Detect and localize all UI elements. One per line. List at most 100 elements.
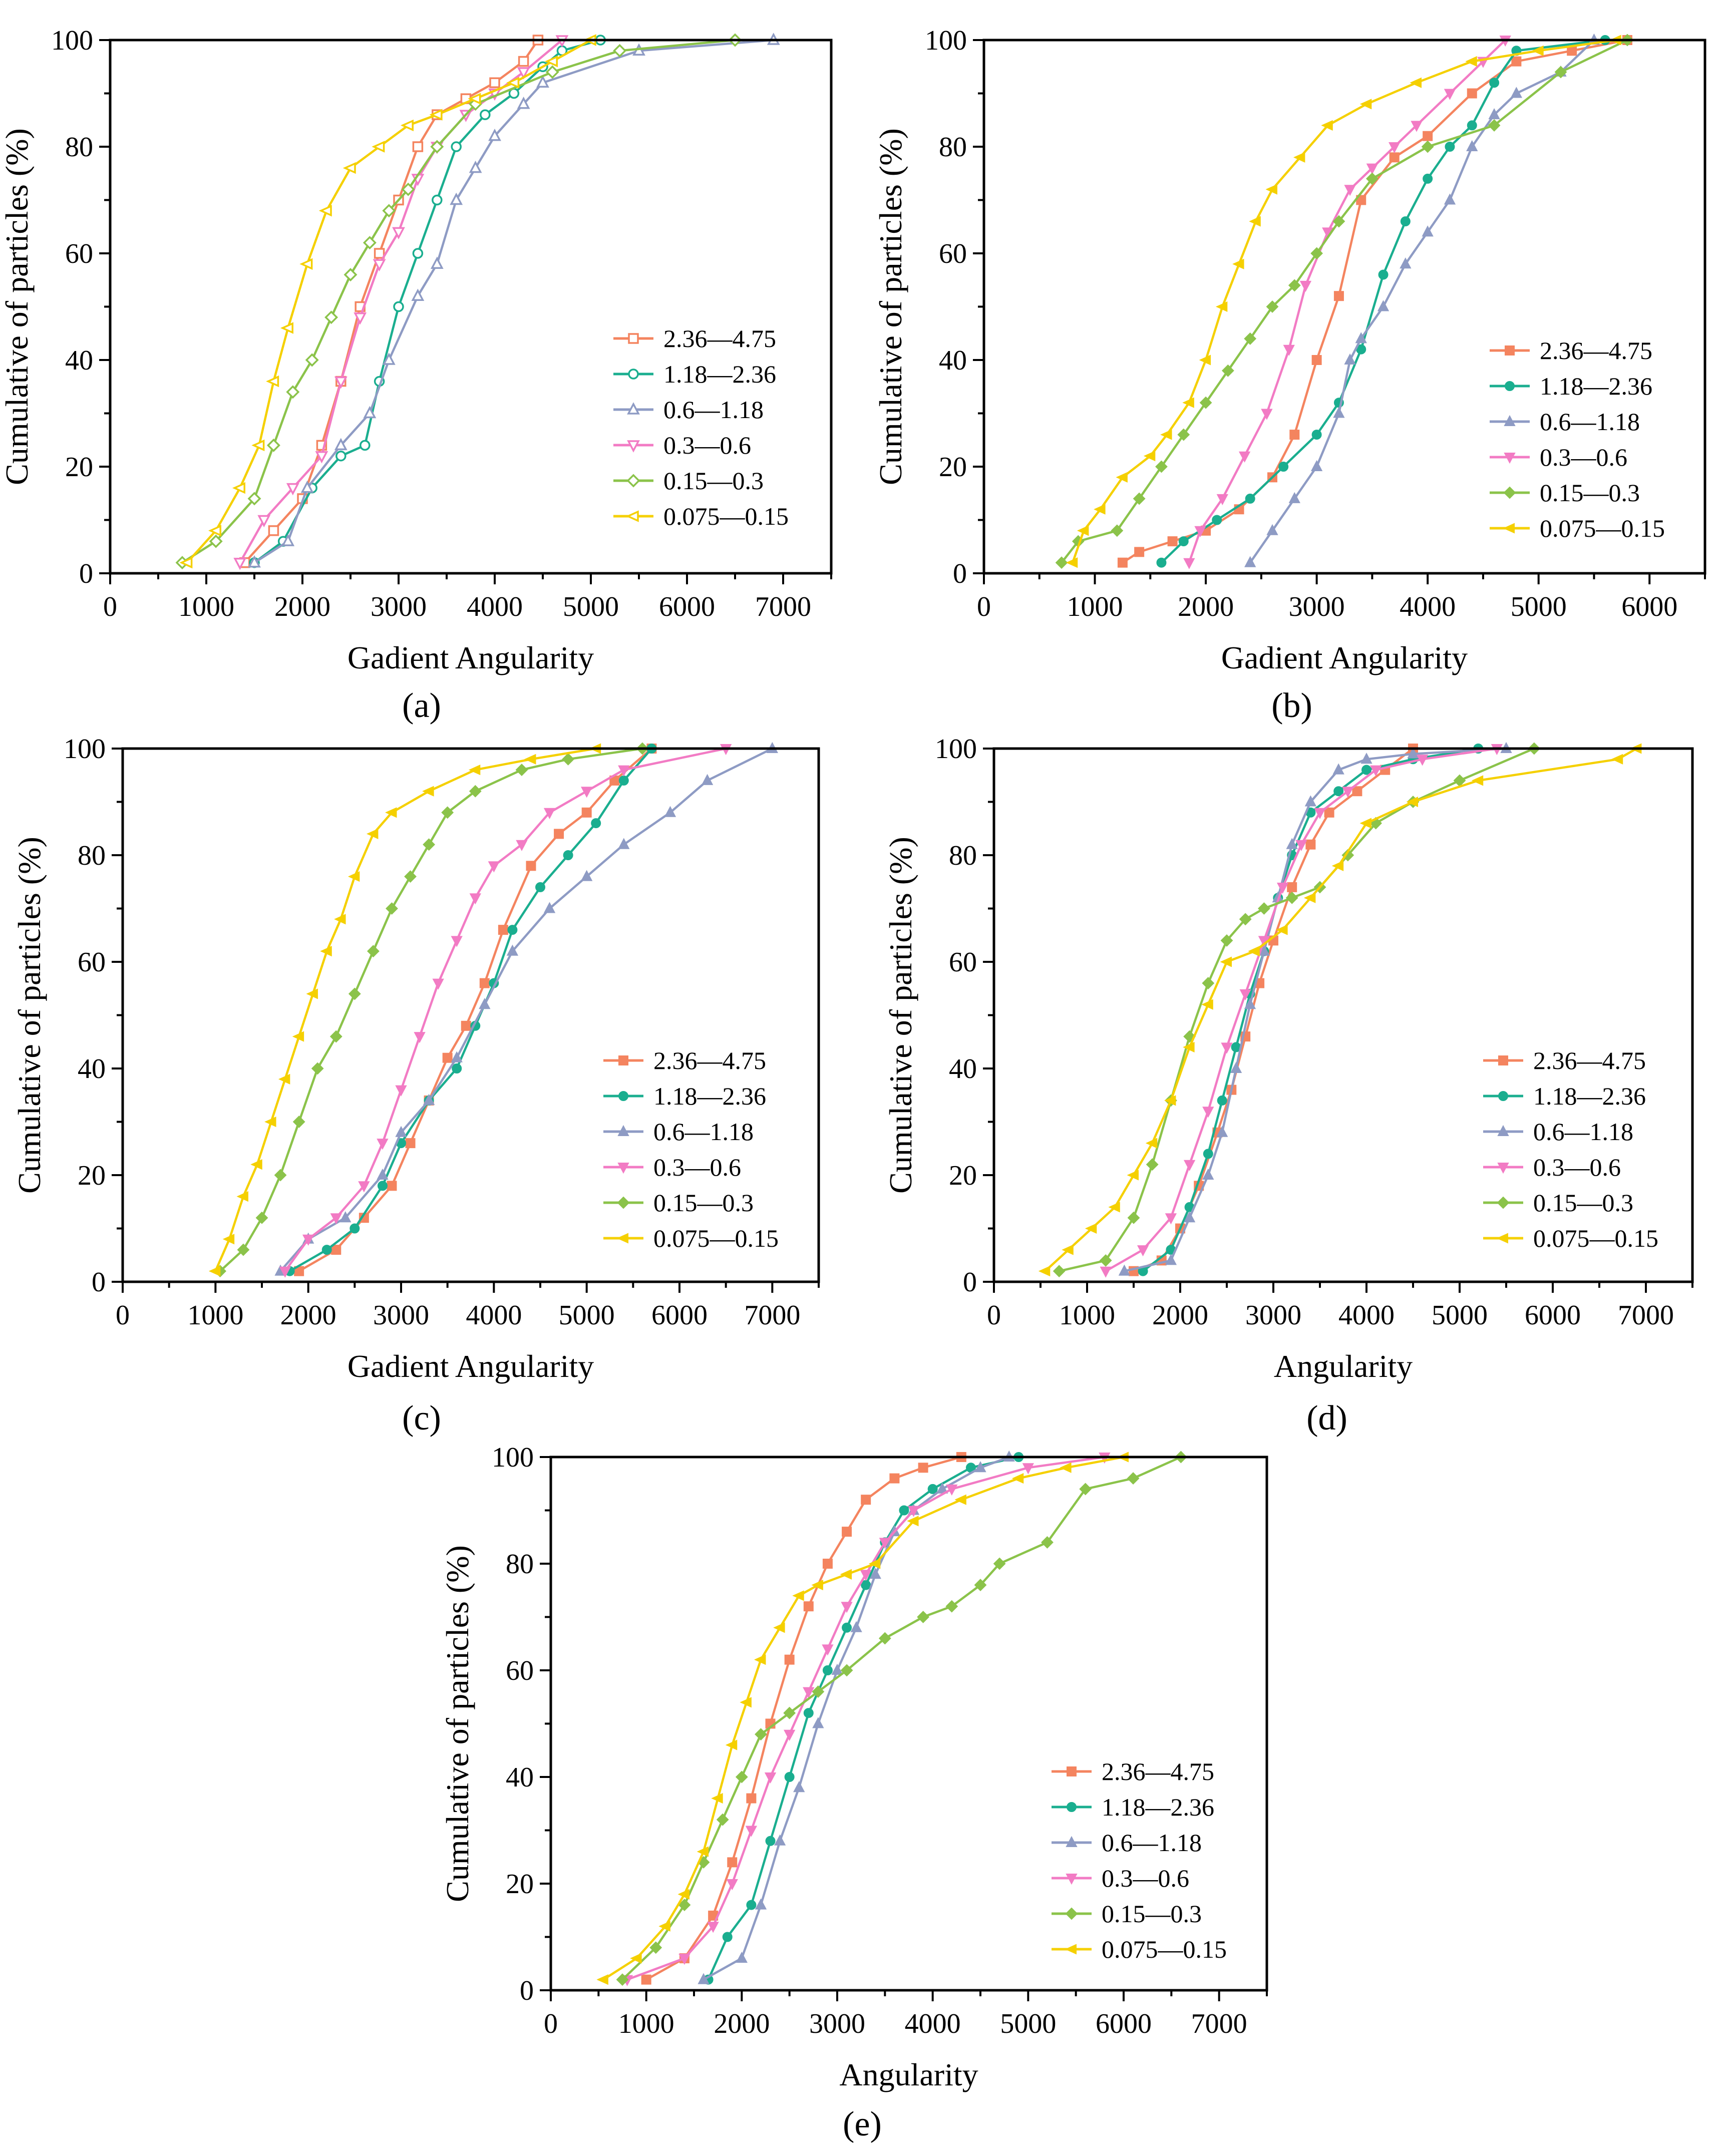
data-point [299, 258, 313, 270]
data-point [1359, 99, 1372, 110]
data-point [348, 871, 360, 882]
data-point [518, 56, 529, 67]
data-point [393, 301, 404, 312]
legend-entry: 0.6—1.18 [663, 396, 764, 424]
x-tick-label: 3000 [1245, 1300, 1301, 1331]
legend-entry: 0.15—0.3 [1102, 1900, 1202, 1928]
data-point [1332, 763, 1344, 775]
data-point [377, 1139, 389, 1150]
data-point [907, 1516, 919, 1527]
legend-entry: 0.6—1.18 [653, 1118, 754, 1146]
data-point [1220, 956, 1232, 967]
legend-entry: 1.18—2.36 [1533, 1082, 1646, 1110]
legend-marker [1505, 345, 1515, 355]
data-point [1199, 354, 1211, 366]
data-point [404, 870, 417, 883]
data-point [232, 482, 245, 494]
series-line-1 [1160, 39, 1605, 564]
data-point [1217, 1095, 1227, 1106]
data-point [286, 483, 299, 496]
x-tick-label: 2000 [280, 1300, 336, 1331]
data-point [1079, 1483, 1092, 1496]
data-point [860, 1570, 872, 1581]
x-tick-label: 6000 [1096, 2008, 1152, 2039]
data-point [1344, 353, 1356, 365]
y-tick-label: 0 [92, 1267, 106, 1298]
data-point [255, 1211, 268, 1224]
data-point [1183, 558, 1195, 569]
data-point [461, 1020, 471, 1031]
data-point [746, 1793, 757, 1804]
data-point [1324, 807, 1334, 818]
data-point [917, 1611, 930, 1623]
x-tick-label: 7000 [1618, 1300, 1674, 1331]
series-line-0 [1122, 39, 1628, 564]
x-tick-label: 6000 [1621, 591, 1677, 622]
legend: 2.36—4.75 1.18—2.36 0.6—1.18 0.3—0.6 0.15—0.… [1052, 1757, 1227, 1963]
y-tick-label: 100 [492, 1442, 534, 1473]
data-point [324, 310, 338, 324]
data-point [1156, 557, 1167, 568]
data-point [382, 204, 396, 218]
data-point [869, 1568, 881, 1579]
data-point [363, 406, 377, 419]
legend-marker [628, 333, 639, 344]
data-point [1215, 301, 1228, 312]
x-tick-label: 0 [116, 1300, 130, 1331]
data-point [1178, 536, 1189, 547]
data-point [1377, 300, 1390, 311]
data-point [266, 438, 280, 452]
data-point [536, 75, 549, 88]
data-point [526, 861, 536, 871]
x-axis-title: Gadient Angularity [1221, 640, 1468, 675]
series-group [1038, 742, 1642, 1278]
y-tick-label: 40 [65, 345, 93, 376]
data-point [1288, 279, 1301, 292]
legend: 2.36—4.75 1.18—2.36 0.6—1.18 0.3—0.6 0.15—0.… [1490, 336, 1665, 542]
data-point [1038, 1266, 1051, 1277]
x-tick-label: 6000 [1525, 1300, 1581, 1331]
data-point [1266, 300, 1279, 313]
data-point [1238, 451, 1251, 463]
legend: 2.36—4.75 1.18—2.36 0.6—1.18 0.3—0.6 0.15—0.… [603, 1046, 779, 1252]
data-point [367, 945, 380, 958]
data-point [840, 1664, 853, 1677]
data-point [251, 439, 265, 452]
data-point [822, 1665, 833, 1675]
data-point [716, 1813, 729, 1826]
data-point [1183, 1041, 1195, 1052]
data-point [334, 438, 348, 451]
data-point [1369, 765, 1382, 777]
x-tick-label: 4000 [467, 591, 523, 622]
legend-marker [1496, 1233, 1508, 1244]
x-tick-label: 4000 [466, 1300, 522, 1331]
data-point [342, 162, 356, 174]
data-point [1445, 142, 1455, 152]
data-point [1276, 924, 1288, 935]
data-point [1406, 796, 1418, 808]
data-point [1331, 860, 1344, 871]
data-point [1333, 407, 1345, 418]
legend-marker [1497, 1125, 1509, 1136]
data-point [387, 1181, 397, 1191]
data-point [179, 556, 193, 569]
data-point [442, 1052, 453, 1063]
legend-entry: 2.36—4.75 [1540, 336, 1652, 365]
data-point [1100, 1266, 1112, 1278]
data-point [1203, 1149, 1213, 1159]
data-point [1116, 472, 1128, 483]
y-tick-label: 20 [939, 452, 967, 483]
legend-entry: 0.075—0.15 [1102, 1935, 1227, 1963]
data-point [711, 1793, 723, 1804]
y-tick-label: 20 [949, 1160, 977, 1191]
data-point [248, 555, 261, 568]
data-point [286, 385, 300, 399]
chart-panel-a: 0 1000 2000 3000 4000 5000 6000 7000 0 20 40 60 80 10… [0, 25, 833, 725]
data-point [1022, 1463, 1034, 1475]
data-point [945, 1600, 958, 1613]
data-point [1244, 556, 1256, 567]
data-point [468, 93, 481, 105]
legend-marker [1497, 1163, 1509, 1174]
data-point [613, 44, 627, 58]
y-tick-label: 80 [949, 840, 977, 871]
